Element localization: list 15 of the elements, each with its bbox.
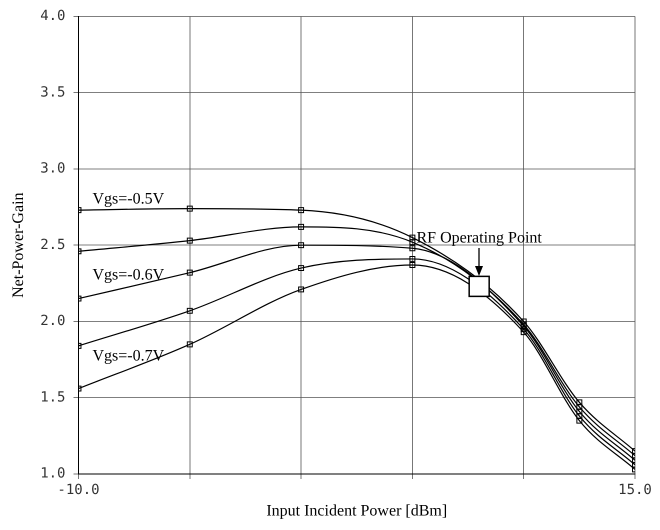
y-tick-label: 1.0 (40, 466, 66, 482)
y-tick-label: 4.0 (40, 8, 66, 24)
series-label: Vgs=-0.6V (92, 266, 165, 284)
x-axis-title: Input Incident Power [dBm] (266, 502, 448, 520)
series-label: Vgs=-0.5V (92, 190, 165, 208)
x-tick-label: 15.0 (618, 482, 652, 498)
annotation: RF Operating Point (416, 229, 542, 246)
x-tick-label: -10.0 (57, 482, 100, 498)
y-axis-title: Net-Power-Gain (10, 192, 27, 298)
y-tick-label: 2.5 (40, 236, 66, 253)
y-tick-label: 3.5 (40, 84, 66, 100)
series-label: Vgs=-0.7V (92, 347, 165, 364)
y-tick-label: 2.0 (40, 313, 66, 330)
y-tick-label: 3.0 (40, 160, 66, 177)
y-tick-label: 1.5 (40, 389, 66, 406)
